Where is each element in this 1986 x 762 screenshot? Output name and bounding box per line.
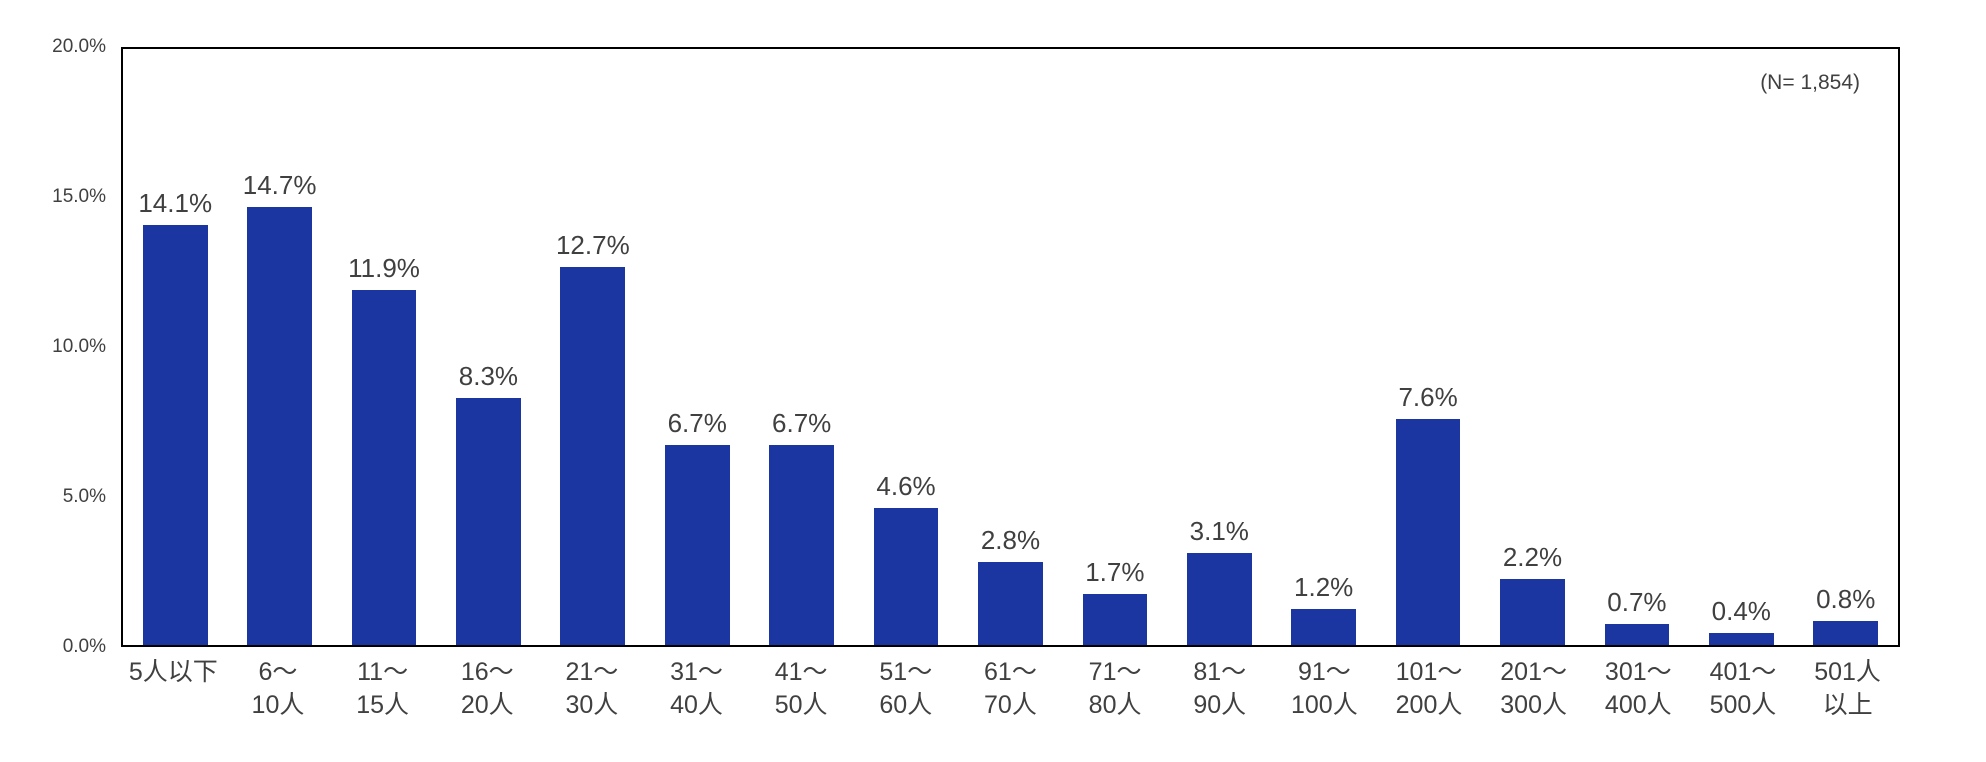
bar-value-label: 0.8% — [1816, 584, 1876, 615]
bar-value-label: 0.4% — [1711, 596, 1771, 627]
bar-value-label: 8.3% — [458, 360, 519, 391]
bar — [456, 397, 521, 645]
bar — [664, 445, 730, 645]
bar — [1500, 579, 1565, 645]
bar-value-label: 7.6% — [1398, 381, 1458, 412]
bar — [1813, 621, 1879, 645]
bar-value-label: 6.7% — [667, 408, 727, 439]
y-tick-label: 5.0% — [62, 486, 106, 507]
x-category-label: 11～ 15人 — [356, 658, 409, 719]
y-tick-label: 20.0% — [52, 36, 106, 57]
y-axis: 20.0% 15.0% 10.0% 5.0% 0.0% — [0, 36, 112, 657]
bar-slot: 0.7% — [1585, 49, 1689, 645]
x-category-label: 301～ 400人 — [1604, 658, 1672, 719]
bar-slot: 2.2% — [1480, 49, 1584, 645]
bar — [873, 507, 939, 645]
x-axis-labels: 5人以下 6～ 10人 11～ 15人 16～ 20人 21～ 30人 31～ 40人 41… — [121, 656, 1900, 722]
bar-value-label: 14.1% — [138, 187, 213, 218]
bar-slot: 3.1% — [1167, 49, 1271, 645]
y-tick-label: 15.0% — [52, 186, 106, 207]
bar-value-label: 6.7% — [772, 408, 832, 439]
x-category-label: 16～ 20人 — [460, 658, 514, 719]
x-category-label: 201～ 300人 — [1500, 658, 1567, 719]
bar-slot: 12.7% — [541, 49, 645, 645]
y-tick-label: 0.0% — [62, 636, 106, 657]
bar-slot: 1.7% — [1063, 49, 1167, 645]
bar — [351, 290, 417, 645]
bar-slot: 6.7% — [749, 49, 853, 645]
x-category-label: 401～ 500人 — [1709, 658, 1777, 719]
bar — [1395, 418, 1461, 645]
y-tick-label: 10.0% — [52, 336, 106, 357]
bar — [1291, 609, 1357, 645]
bar-value-label: 3.1% — [1189, 515, 1249, 546]
bar — [247, 206, 312, 645]
bar-value-label: 1.2% — [1294, 572, 1354, 603]
x-category-label: 5人以下 — [128, 658, 218, 686]
bar — [1186, 552, 1252, 645]
bar-slot: 14.7% — [227, 49, 331, 645]
plot-area: (N= 1,854) 14.1% 14.7% 11.9% 8.3% 12.7% 6.7% 6… — [121, 47, 1900, 647]
x-category-label: 21～ 30人 — [565, 658, 619, 719]
x-category-label: 81～ 90人 — [1193, 658, 1247, 719]
bar-slot: 11.9% — [332, 49, 436, 645]
bar-slot: 14.1% — [123, 49, 227, 645]
x-category-label: 71～ 80人 — [1088, 658, 1142, 719]
bar — [142, 224, 208, 645]
x-category-label: 61～ 70人 — [984, 658, 1037, 719]
bar-value-label: 1.7% — [1085, 557, 1145, 588]
bar — [978, 561, 1043, 645]
bar-slot: 1.2% — [1271, 49, 1375, 645]
bar-slot: 7.6% — [1376, 49, 1480, 645]
bar — [769, 445, 834, 645]
bar — [560, 266, 626, 645]
bar-value-label: 0.7% — [1607, 587, 1667, 618]
bar — [1708, 633, 1774, 645]
bar-slot: 0.4% — [1689, 49, 1793, 645]
bar — [1604, 624, 1670, 645]
bar — [1082, 594, 1148, 645]
bar-slot: 4.6% — [854, 49, 958, 645]
bar-value-label: 2.8% — [980, 524, 1041, 555]
bar-series: 14.1% 14.7% 11.9% 8.3% 12.7% 6.7% 6.7% 4.6% 2.8%… — [123, 49, 1898, 645]
bar-slot: 2.8% — [958, 49, 1062, 645]
x-category-label: 101～ 200人 — [1395, 658, 1463, 719]
bar-value-label: 2.2% — [1502, 542, 1563, 573]
x-category-label: 31～ 40人 — [670, 658, 723, 719]
bar-value-label: 12.7% — [555, 229, 630, 260]
bar-slot: 6.7% — [645, 49, 749, 645]
bar-value-label: 11.9% — [348, 253, 420, 284]
bar-slot: 0.8% — [1794, 49, 1898, 645]
x-category-label: 6～ 10人 — [251, 658, 305, 719]
x-category-label: 91～ 100人 — [1291, 658, 1358, 719]
sample-size-annotation: (N= 1,854) — [1760, 71, 1860, 94]
x-category-label: 41～ 50人 — [774, 658, 828, 719]
x-category-label: 501人 以上 — [1814, 658, 1881, 719]
bar-value-label: 4.6% — [876, 470, 936, 501]
bar-value-label: 14.7% — [242, 169, 317, 200]
x-category-label: 51～ 60人 — [879, 658, 933, 719]
bar-slot: 8.3% — [436, 49, 540, 645]
